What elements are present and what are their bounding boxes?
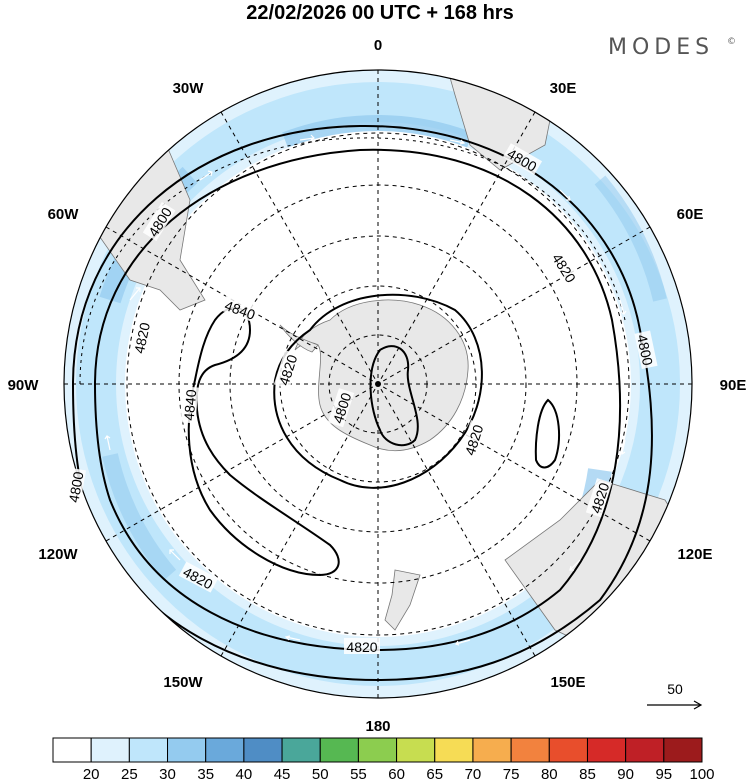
south-pole-marker (375, 381, 381, 387)
colorbar-tick-label: 50 (312, 766, 329, 782)
colorbar-tick-label: 90 (617, 766, 634, 782)
colorbar-tick-label: 80 (541, 766, 558, 782)
lon-label-120w: 120W (38, 546, 78, 563)
contour-labels: 4800 4820 4840 4820 4800 4820 4840 4800 … (64, 143, 658, 655)
contour-label: 4840 (181, 389, 200, 422)
colorbar-tick-label: 70 (465, 766, 482, 782)
colorbar-tick-label: 100 (689, 766, 714, 782)
lon-label-90w: 90W (8, 377, 40, 394)
lon-label-60e: 60E (677, 206, 704, 223)
wind-reference: 50 (647, 681, 703, 710)
contour-4840-east (534, 398, 560, 469)
contour-4820-outer (93, 148, 622, 652)
longitude-labels: 0 30E 60E 90E 120E 150E 180 150W 120W 90… (8, 37, 747, 735)
colorbar-swatch (52, 737, 92, 763)
colorbar-swatch (319, 737, 359, 763)
colorbar-swatch (586, 737, 627, 763)
colorbar-swatch (205, 737, 245, 763)
wind-vectors (104, 134, 627, 646)
colorbar-swatch (396, 737, 436, 763)
wind-reference-label: 50 (667, 681, 683, 697)
lon-label-180: 180 (365, 718, 390, 735)
colorbar-swatch (281, 737, 321, 763)
colorbar-tick-label: 55 (350, 766, 367, 782)
contour-label: 4800 (65, 470, 86, 504)
colorbar-tick-label: 20 (83, 766, 100, 782)
lon-label-150w: 150W (163, 674, 203, 691)
colorbar-swatch (434, 737, 474, 763)
colorbar-tick-label: 40 (236, 766, 253, 782)
colorbar-tick-label: 25 (121, 766, 138, 782)
colorbar-tick-label: 60 (388, 766, 405, 782)
colorbar-tick-label: 30 (159, 766, 176, 782)
colorbar-tick-label: 95 (655, 766, 672, 782)
contour-4820-inner (273, 293, 483, 489)
chart-title: 22/02/2026 00 UTC + 168 hrs (246, 2, 513, 24)
colorbar-swatch (357, 737, 398, 763)
colorbar: 20 25 30 35 40 45 50 55 60 65 70 75 80 85 90 95 100 (52, 737, 715, 782)
colorbar-swatch (243, 737, 283, 763)
new-zealand (384, 569, 421, 631)
contour-4800-pole (369, 345, 419, 447)
contour-label: 4820 (346, 639, 377, 655)
colorbar-tick-label: 75 (503, 766, 520, 782)
lon-label-60w: 60W (48, 206, 80, 223)
colorbar-swatch (548, 737, 588, 763)
contour-4820-dashed (79, 137, 626, 385)
contour-label: 4820 (131, 321, 153, 355)
colorbar-swatch (625, 737, 665, 763)
colorbar-swatch (663, 737, 703, 763)
land-masses (84, 70, 691, 666)
lon-label-150e: 150E (550, 674, 585, 691)
map-disc (63, 69, 693, 699)
contour-label: 4800 (634, 333, 656, 367)
brand-logo: MODES (608, 35, 714, 60)
colorbar-tick-label: 85 (579, 766, 596, 782)
colorbar-swatch (167, 737, 207, 763)
colorbar-tick-label: 35 (197, 766, 214, 782)
colorbar-swatch (510, 737, 550, 763)
colorbar-swatch (472, 737, 512, 763)
arrow-head-icon (693, 700, 703, 710)
colorbar-tick-label: 45 (274, 766, 291, 782)
contour-4840-low (187, 306, 340, 577)
lon-label-0: 0 (374, 37, 382, 54)
lon-label-30e: 30E (550, 80, 577, 97)
colorbar-swatch (128, 737, 169, 763)
map-border (63, 69, 693, 699)
lon-label-90e: 90E (720, 377, 747, 394)
copyright-mark: © (727, 37, 736, 47)
colorbar-swatch (90, 737, 130, 763)
colorbar-tick-label: 65 (426, 766, 443, 782)
lon-label-30w: 30W (173, 80, 205, 97)
lon-label-120e: 120E (677, 546, 712, 563)
